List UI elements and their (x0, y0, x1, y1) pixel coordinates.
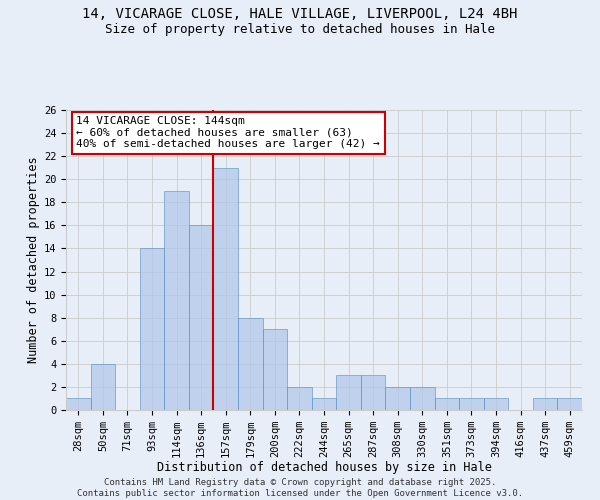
Bar (189, 226, 214, 410)
Bar (287, 387, 312, 410)
Bar (557, 398, 582, 410)
Text: 14 VICARAGE CLOSE: 144sqm
← 60% of detached houses are smaller (63)
40% of semi-: 14 VICARAGE CLOSE: 144sqm ← 60% of detac… (76, 116, 380, 149)
Bar (312, 398, 336, 410)
Text: 14, VICARAGE CLOSE, HALE VILLAGE, LIVERPOOL, L24 4BH: 14, VICARAGE CLOSE, HALE VILLAGE, LIVERP… (82, 8, 518, 22)
Bar (484, 398, 508, 410)
Bar (434, 398, 459, 410)
Bar (214, 168, 238, 410)
Bar (263, 329, 287, 410)
Text: Contains HM Land Registry data © Crown copyright and database right 2025.
Contai: Contains HM Land Registry data © Crown c… (77, 478, 523, 498)
Bar (385, 387, 410, 410)
Bar (164, 191, 189, 410)
Bar (140, 248, 164, 410)
Text: Size of property relative to detached houses in Hale: Size of property relative to detached ho… (105, 22, 495, 36)
Bar (410, 387, 434, 410)
X-axis label: Distribution of detached houses by size in Hale: Distribution of detached houses by size … (157, 462, 491, 474)
Bar (91, 364, 115, 410)
Bar (459, 398, 484, 410)
Bar (533, 398, 557, 410)
Y-axis label: Number of detached properties: Number of detached properties (26, 156, 40, 364)
Bar (238, 318, 263, 410)
Bar (66, 398, 91, 410)
Bar (336, 376, 361, 410)
Bar (361, 376, 385, 410)
